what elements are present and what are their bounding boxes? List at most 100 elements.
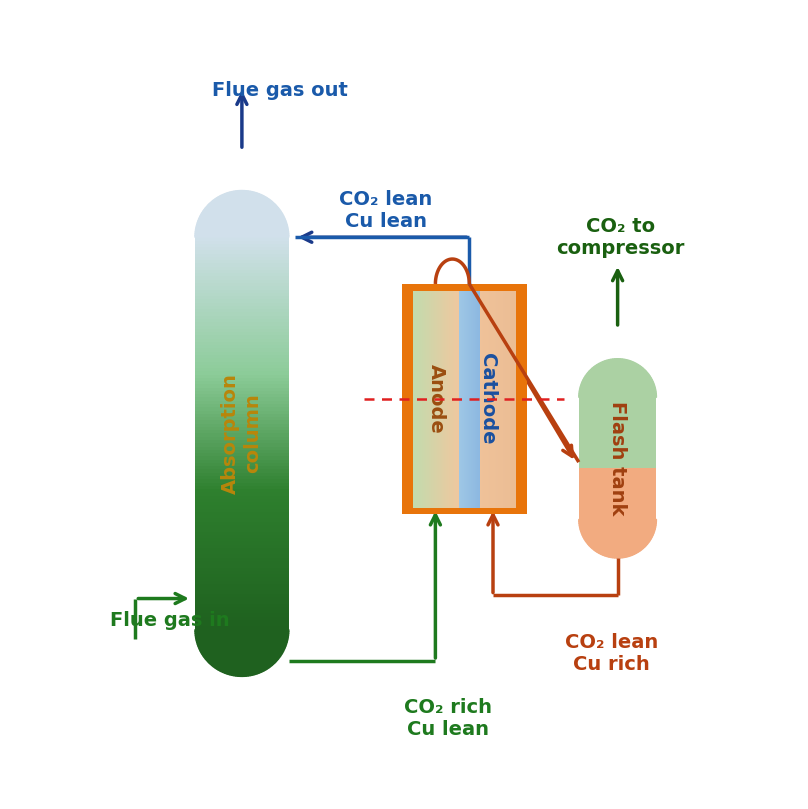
Text: Flash tank: Flash tank [608,401,627,515]
Bar [431,290,432,508]
Polygon shape [242,629,271,667]
Bar [450,290,451,508]
Polygon shape [589,370,617,397]
Polygon shape [242,193,259,237]
Bar [195,578,289,581]
Polygon shape [242,629,250,676]
Text: Flue gas out: Flue gas out [212,81,347,100]
Polygon shape [242,194,263,237]
Polygon shape [617,519,655,532]
Polygon shape [582,519,617,536]
Polygon shape [579,392,617,397]
Bar [195,447,289,450]
Polygon shape [208,629,242,663]
Bar [422,290,423,508]
Bar [413,290,414,508]
Polygon shape [213,629,242,667]
Bar [195,499,289,502]
Bar [195,352,289,355]
Bar [195,519,289,522]
Bar [457,290,458,508]
Polygon shape [242,218,285,237]
Polygon shape [591,519,617,549]
Polygon shape [242,629,284,651]
Polygon shape [603,519,617,556]
Polygon shape [195,234,242,237]
Bar [195,591,289,594]
Bar [195,565,289,568]
Bar [195,260,289,264]
Bar [195,407,289,411]
Bar [195,440,289,443]
Bar [415,290,417,508]
Bar [195,400,289,404]
Polygon shape [242,629,248,676]
Polygon shape [617,519,638,553]
Bar [195,512,289,515]
Polygon shape [599,519,617,554]
Bar [195,626,289,629]
Bar [195,280,289,283]
Polygon shape [242,197,267,237]
Bar [195,381,289,384]
Polygon shape [225,193,242,237]
Bar [195,411,289,414]
Bar [195,544,289,548]
Polygon shape [242,191,246,237]
Polygon shape [242,231,288,237]
Bar [195,525,289,528]
Polygon shape [242,191,245,237]
Bar [195,375,289,378]
Polygon shape [208,204,242,237]
Bar [195,437,289,440]
Bar [195,460,289,463]
Polygon shape [242,194,261,237]
Bar [195,414,289,417]
Polygon shape [223,194,242,237]
Polygon shape [617,371,647,397]
Polygon shape [196,224,242,237]
Polygon shape [242,191,250,237]
Bar [440,290,441,508]
Polygon shape [242,629,277,662]
Bar [446,290,447,508]
Polygon shape [242,193,258,237]
Polygon shape [617,519,654,533]
Bar [195,506,289,509]
Polygon shape [242,629,254,676]
Polygon shape [607,360,617,397]
Bar [458,290,459,508]
Polygon shape [242,214,284,237]
Polygon shape [608,359,617,397]
Bar [195,538,289,541]
Text: CO₂ lean
Cu rich: CO₂ lean Cu rich [565,633,658,674]
Polygon shape [242,227,288,237]
Text: CO₂ lean
Cu lean: CO₂ lean Cu lean [339,190,432,231]
Polygon shape [228,192,242,237]
Polygon shape [617,362,634,397]
Polygon shape [202,211,242,237]
Polygon shape [583,379,617,397]
Bar [454,290,456,508]
Polygon shape [242,629,285,650]
Polygon shape [242,629,275,664]
Polygon shape [617,359,627,397]
Polygon shape [604,360,617,397]
Bar [195,424,289,427]
Polygon shape [242,629,267,670]
Bar [451,290,452,508]
Bar [195,554,289,557]
Bar [195,469,289,472]
Bar [195,316,289,319]
Polygon shape [226,629,242,675]
Bar [195,434,289,437]
Polygon shape [210,201,242,237]
Bar [435,290,436,508]
Bar [447,290,448,508]
Polygon shape [242,191,248,237]
Polygon shape [242,629,245,676]
Polygon shape [242,221,287,237]
Polygon shape [195,629,242,633]
Bar [420,290,421,508]
Polygon shape [242,219,286,237]
